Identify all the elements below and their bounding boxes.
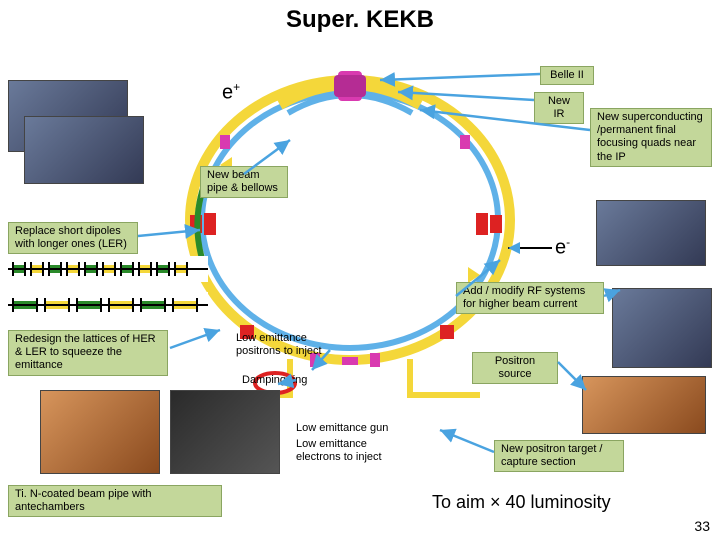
photo-beamline-2	[24, 116, 144, 184]
photo-positron-source	[582, 376, 706, 434]
dipoles-label: Replace short dipoles with longer ones (…	[8, 222, 138, 254]
low-positrons-label: Low emittance positrons to inject	[236, 332, 332, 358]
dipole-long-schematic	[8, 292, 208, 318]
photo-beampipe-crosssection	[170, 390, 280, 474]
slide-number: 33	[694, 518, 710, 534]
dipole-short-schematic	[8, 256, 208, 282]
rf-systems-label: Add / modify RF systems for higher beam …	[456, 282, 604, 314]
lattices-label: Redesign the lattices of HER & LER to sq…	[8, 330, 168, 376]
tin-beampipe-label: Ti. N-coated beam pipe with antechambers	[8, 485, 222, 517]
low-electrons-label: Low emittance electrons to inject	[296, 438, 406, 464]
positron-source-label: Positron source	[472, 352, 558, 384]
damping-ring-label: Damping ring	[242, 374, 307, 387]
belle2-label: Belle II	[540, 66, 594, 85]
slide-title: Super. KEKB	[0, 6, 720, 34]
photo-beampipe-cutaway	[40, 390, 160, 474]
sc-quads-label: New superconducting /permanent final foc…	[590, 108, 712, 167]
photo-quadrupole	[596, 200, 706, 266]
beampipe-label: New beam pipe & bellows	[200, 166, 288, 198]
low-emittance-gun-label: Low emittance gun	[296, 422, 388, 435]
photo-rf-cavity	[612, 288, 712, 368]
positron-target-label: New positron target / capture section	[494, 440, 624, 472]
e-plus-label: e+	[222, 80, 240, 105]
e-minus-label: e-	[555, 235, 570, 260]
new-ir-label: New IR	[534, 92, 584, 124]
luminosity-aim: To aim × 40 luminosity	[432, 492, 611, 513]
